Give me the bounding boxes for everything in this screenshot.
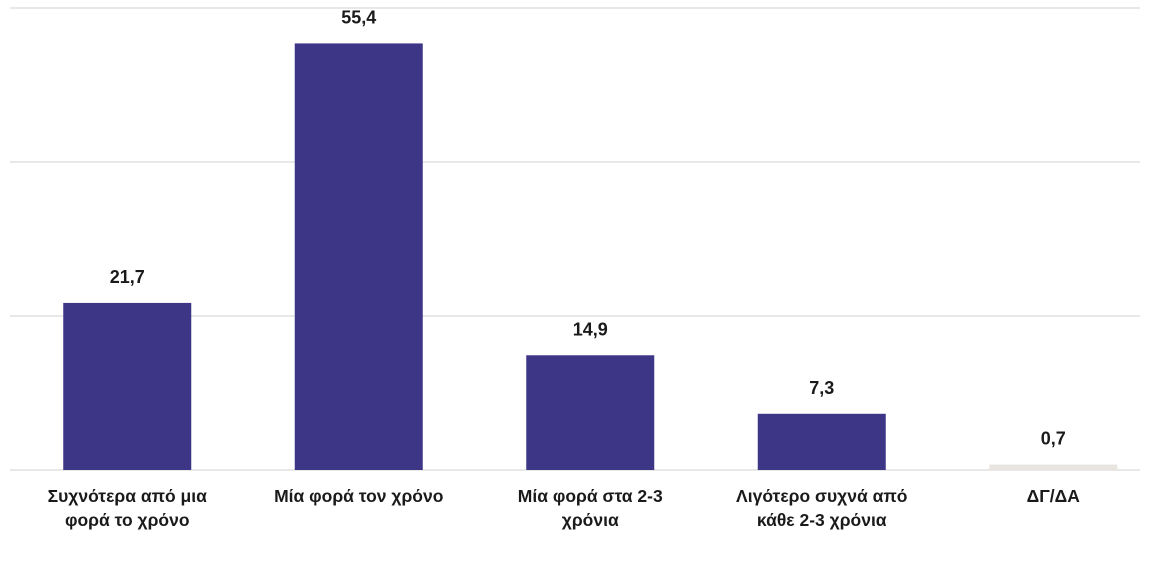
bar: [526, 355, 655, 470]
data-label: 55,4: [341, 7, 376, 27]
x-tick-label: Συχνότερα από μια φορά το χρόνο: [47, 486, 207, 530]
x-tick-label: Λιγότερο συχνά από κάθε 2-3 χρόνια: [736, 486, 908, 530]
bar: [757, 413, 886, 470]
bar: [294, 43, 423, 471]
data-label: 21,7: [110, 267, 145, 287]
x-tick-label: Μία φορά στα 2-3 χρόνια: [517, 486, 663, 530]
data-label: 7,3: [809, 378, 834, 398]
bar: [63, 302, 192, 470]
x-tick-label: Μία φορά τον χρόνο: [274, 486, 444, 506]
data-label: 0,7: [1041, 429, 1066, 449]
bar: [989, 464, 1118, 470]
data-label: 14,9: [573, 319, 608, 339]
x-tick-label: ΔΓ/ΔΑ: [1026, 486, 1080, 506]
